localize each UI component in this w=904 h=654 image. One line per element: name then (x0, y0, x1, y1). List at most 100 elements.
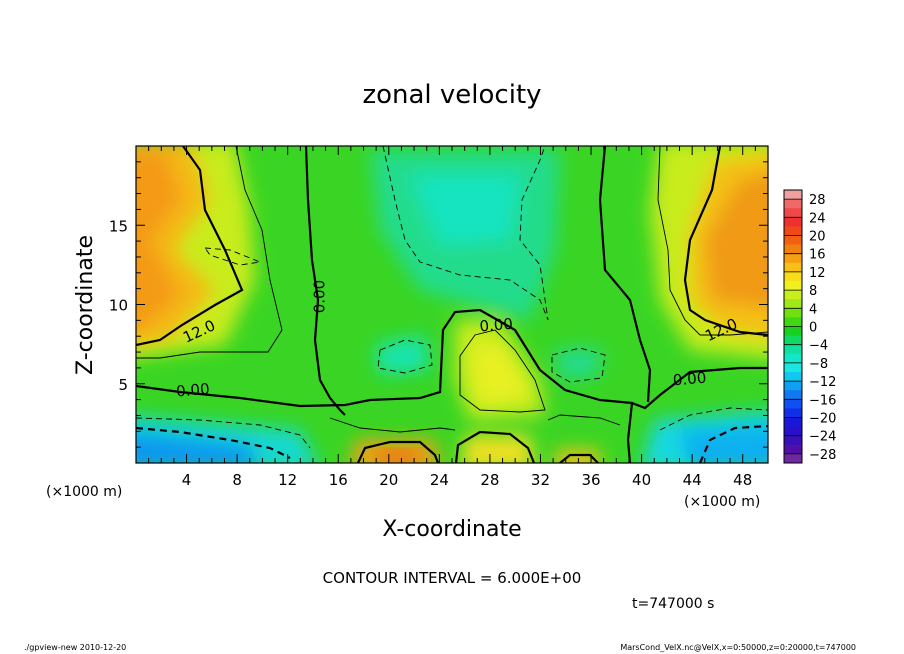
contour-six-mid (329, 417, 456, 433)
colorbar-tick-label: 24 (809, 211, 826, 226)
x-tick-label: 4 (182, 471, 192, 489)
contour-label: 0.00 (479, 315, 514, 336)
chart-title: zonal velocity (362, 80, 541, 110)
x-tick-label: 20 (379, 471, 398, 489)
x-unit-right: (×1000 m) (684, 494, 760, 510)
field-cool-blob-left (375, 335, 430, 375)
colorbar-swatch (784, 299, 802, 309)
contour-zero-bottom-2 (454, 430, 536, 463)
field-hot-core-1 (376, 449, 420, 463)
colorbar-tick-label: −20 (809, 412, 836, 427)
colorbar-swatch (784, 281, 802, 291)
colorbar-swatch (784, 362, 802, 373)
colorbar-swatch (784, 290, 802, 300)
field-colder-bottom-right (680, 425, 768, 463)
y-tick-label: 15 (109, 217, 128, 235)
colorbar-tick-label: 28 (809, 193, 826, 208)
colorbar-tick-label: −28 (809, 448, 836, 463)
colorbar-swatch (784, 453, 802, 464)
field-orange-right (705, 173, 768, 308)
x-axis: 4 8 12 16 20 24 28 32 36 40 44 48 (148, 146, 756, 489)
x-tick-label: 24 (430, 471, 449, 489)
contour-label-group: 0.00 (479, 315, 514, 336)
x-tick-label: 40 (632, 471, 651, 489)
footer-right: MarsCond_VelX.nc@VelX,x=0:50000,z=0:2000… (620, 643, 856, 652)
colorbar-tick-label: 12 (809, 266, 826, 281)
colorbar-swatch (784, 317, 802, 327)
colorbar-swatch (784, 408, 802, 418)
y-axis-label: Z-coordinate (73, 235, 98, 375)
colorbar-swatch (784, 262, 802, 273)
y-axis: 5 10 15 (109, 161, 768, 448)
colorbar-swatch (784, 390, 802, 400)
contour-neg-left-small (204, 247, 262, 266)
colorbar-swatch (784, 426, 802, 437)
contour-label-group: 0.00 (310, 280, 328, 313)
field-cool-blob-right (555, 348, 600, 380)
field-hot-bottom-2 (461, 435, 534, 463)
colorbar-swatch (784, 199, 802, 209)
contour-zero-center-vert (626, 402, 634, 463)
contour-zero-bottom-right-dash (698, 424, 768, 463)
contour-six-center (459, 329, 546, 413)
colorbar-swatch (784, 435, 802, 446)
contour-neg-blob-right (551, 347, 606, 383)
field-hot-bottom-3 (555, 450, 600, 463)
contour-neg-blob-left (377, 339, 433, 374)
x-axis-label: X-coordinate (382, 517, 521, 542)
field-warm-center-core (470, 345, 530, 405)
field-cooler-center (410, 175, 520, 245)
colorbar-swatch (784, 208, 802, 218)
y-tick-label: 5 (118, 376, 128, 394)
colorbar-swatch (784, 308, 802, 318)
colorbar-swatch (784, 353, 802, 364)
contour-label-group: 0.00 (175, 380, 210, 401)
contour-zero-bottom-1 (357, 440, 440, 463)
time-text: t=747000 s (632, 596, 714, 612)
x-tick-label: 8 (232, 471, 242, 489)
colorbar-swatch (784, 226, 802, 236)
colorbar-swatch (784, 444, 802, 455)
colorbar: 28 24 20 16 12 8 4 0 −4 −8 −12 −16 −20 −24 −28 (783, 189, 836, 464)
contour-label: 0.00 (175, 380, 210, 401)
contour-six-left (136, 146, 283, 359)
contour-zero-bottom-left-dash (136, 426, 291, 459)
field-orange-left (136, 150, 180, 330)
colorbar-tick-label: 4 (809, 302, 817, 317)
y-tick-label: 10 (109, 297, 128, 315)
colorbar-swatch (784, 417, 802, 428)
colorbar-tick-label: −12 (809, 375, 836, 390)
contour-zero-bottom-3 (559, 453, 599, 463)
colorbar-swatch (784, 372, 802, 382)
colorbar-tick-label: −8 (809, 357, 828, 372)
footer-left: ./gpview-new 2010-12-20 (24, 643, 126, 652)
colorbar-swatch (784, 244, 802, 255)
colorbar-swatch (784, 326, 802, 337)
contour-six-right (657, 146, 768, 336)
colorbar-tick-label: 0 (809, 321, 817, 336)
colorbar-swatch (784, 381, 802, 391)
colorbar-swatch (784, 190, 802, 200)
colorbar-swatch (784, 335, 802, 346)
colorbar-swatch (784, 235, 802, 246)
contour-neg-bottom-right (659, 407, 768, 431)
colorbar-swatch (784, 253, 802, 264)
x-tick-label: 28 (480, 471, 499, 489)
contour-six-right-mid (547, 414, 621, 426)
colorbar-swatch (784, 217, 802, 227)
x-tick-label: 48 (733, 471, 752, 489)
colorbar-swatch (784, 344, 802, 355)
contour-label-group: 0.00 (672, 369, 707, 390)
contour-lines (136, 146, 768, 463)
colorbar-tick-label: −4 (809, 339, 828, 354)
contour-label: 0.00 (310, 280, 328, 313)
contour-zero-right (598, 146, 652, 403)
contour-zero-left (136, 146, 244, 347)
colorbar-tick-label: 8 (809, 284, 817, 299)
contour-zero-flow (136, 308, 768, 410)
colorbar-swatch (784, 399, 802, 409)
colorbar-swatch (784, 271, 802, 282)
field-colder-bottom-left (136, 431, 258, 463)
contour-neg-bottom-left (136, 417, 311, 449)
